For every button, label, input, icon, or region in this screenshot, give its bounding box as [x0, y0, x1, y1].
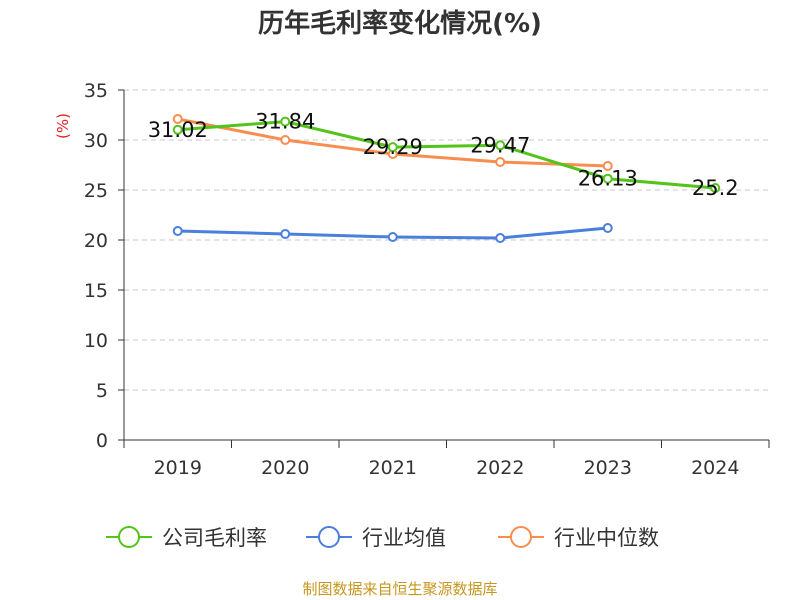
series-point-1: [280, 229, 291, 239]
x-tick-label: 2021: [369, 457, 417, 479]
series-point-1: [602, 223, 613, 233]
legend-marker: [118, 526, 140, 548]
series-point-0: [172, 124, 183, 135]
series-point-0: [602, 173, 613, 184]
series-point-2: [172, 114, 183, 124]
legend-marker: [318, 526, 340, 548]
data-label: 31.02: [148, 118, 208, 142]
data-labels: 31.02 31.84 29.29 29.47 26.13 25.2: [148, 110, 739, 200]
chart-title: 历年毛利率变化情况(%): [258, 8, 542, 39]
legend-label: 行业中位数: [554, 526, 659, 550]
y-tick-label: 20: [84, 230, 108, 252]
data-label: 26.13: [578, 167, 638, 191]
source-footer: 制图数据来自恒生聚源数据库: [302, 580, 497, 598]
series-point-2: [495, 157, 506, 167]
legend-item-1[interactable]: 行业均值: [306, 526, 446, 550]
y-tick-label: 0: [96, 430, 108, 452]
x-tick-label: 2022: [476, 457, 524, 479]
data-label: 29.29: [363, 135, 423, 159]
series-point-2: [280, 135, 291, 145]
gridlines: [124, 89, 769, 391]
series-point-0: [495, 140, 506, 151]
legend-label: 行业均值: [362, 526, 446, 550]
series-point-0: [280, 116, 291, 127]
legend-item-2[interactable]: 行业中位数: [498, 526, 659, 550]
y-tick-label: 10: [84, 330, 108, 352]
axes: 0 5 10 15 20 25 30 35 2019 2020 2021 2022 2023 2024: [84, 80, 770, 479]
x-tick-label: 2019: [154, 457, 202, 479]
x-tick-label: 2024: [691, 457, 739, 479]
data-label: 29.47: [470, 133, 530, 157]
series-point-1: [387, 232, 398, 242]
series-layer: [172, 114, 721, 243]
series-point-2: [602, 161, 613, 171]
legend-item-0[interactable]: 公司毛利率: [106, 526, 267, 550]
y-tick-label: 15: [84, 280, 108, 302]
series-point-1: [172, 226, 183, 236]
x-tick-label: 2023: [584, 457, 632, 479]
data-label: 31.84: [255, 110, 315, 134]
y-axis-label: (%): [54, 113, 72, 139]
y-tick-label: 5: [96, 380, 108, 402]
legend-label: 公司毛利率: [162, 526, 267, 550]
y-tick-label: 30: [84, 130, 108, 152]
series-line-0: [177, 120, 716, 190]
series-point-0: [387, 142, 398, 153]
y-tick-label: 25: [84, 180, 108, 202]
legend-marker: [510, 526, 532, 548]
legend[interactable]: 公司毛利率 行业均值 行业中位数: [106, 526, 659, 550]
series-point-0: [710, 183, 721, 193]
y-tick-label: 35: [84, 80, 108, 102]
data-label: 25.2: [692, 176, 739, 200]
x-tick-label: 2020: [261, 457, 309, 479]
series-point-1: [495, 233, 506, 243]
